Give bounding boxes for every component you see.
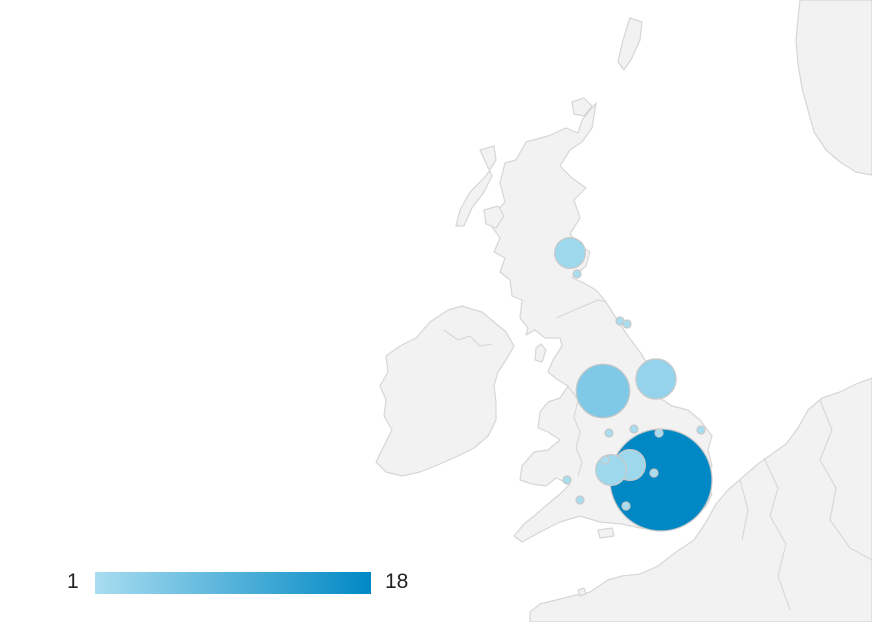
location-bubble[interactable] bbox=[629, 424, 639, 434]
northern-ireland-border bbox=[443, 329, 493, 347]
legend-max-label: 18 bbox=[385, 570, 409, 593]
shetland-islands bbox=[617, 17, 643, 71]
location-bubble[interactable] bbox=[575, 495, 585, 505]
europe-borders bbox=[739, 399, 872, 611]
ireland-landmass bbox=[375, 305, 515, 477]
location-bubble[interactable] bbox=[621, 501, 631, 511]
location-bubble[interactable] bbox=[654, 428, 664, 438]
channel-islands bbox=[577, 587, 587, 597]
isle-of-wight bbox=[597, 527, 615, 539]
location-bubble[interactable] bbox=[594, 454, 627, 487]
location-bubble[interactable] bbox=[575, 363, 631, 419]
location-bubble[interactable] bbox=[562, 475, 572, 485]
location-bubble[interactable] bbox=[635, 358, 677, 400]
bubble-layer bbox=[553, 237, 713, 532]
location-bubble[interactable] bbox=[600, 455, 610, 465]
isle-of-man bbox=[534, 343, 547, 363]
color-legend: 1 18 bbox=[0, 560, 440, 606]
orkney-islands bbox=[571, 97, 593, 117]
location-bubble[interactable] bbox=[553, 237, 586, 270]
skye-island bbox=[483, 205, 505, 229]
legend-min-label: 1 bbox=[67, 570, 79, 593]
location-bubble[interactable] bbox=[649, 468, 659, 478]
continental-europe bbox=[529, 377, 872, 622]
norway-landmass bbox=[795, 0, 872, 176]
scotland-england-border bbox=[555, 299, 607, 319]
land-layer bbox=[375, 0, 872, 622]
hebrides-islands bbox=[455, 145, 497, 227]
location-bubble[interactable] bbox=[696, 425, 706, 435]
location-bubble[interactable] bbox=[604, 428, 614, 438]
legend-gradient-bar bbox=[95, 572, 371, 594]
location-bubble[interactable] bbox=[622, 319, 632, 329]
location-bubble[interactable] bbox=[572, 269, 582, 279]
